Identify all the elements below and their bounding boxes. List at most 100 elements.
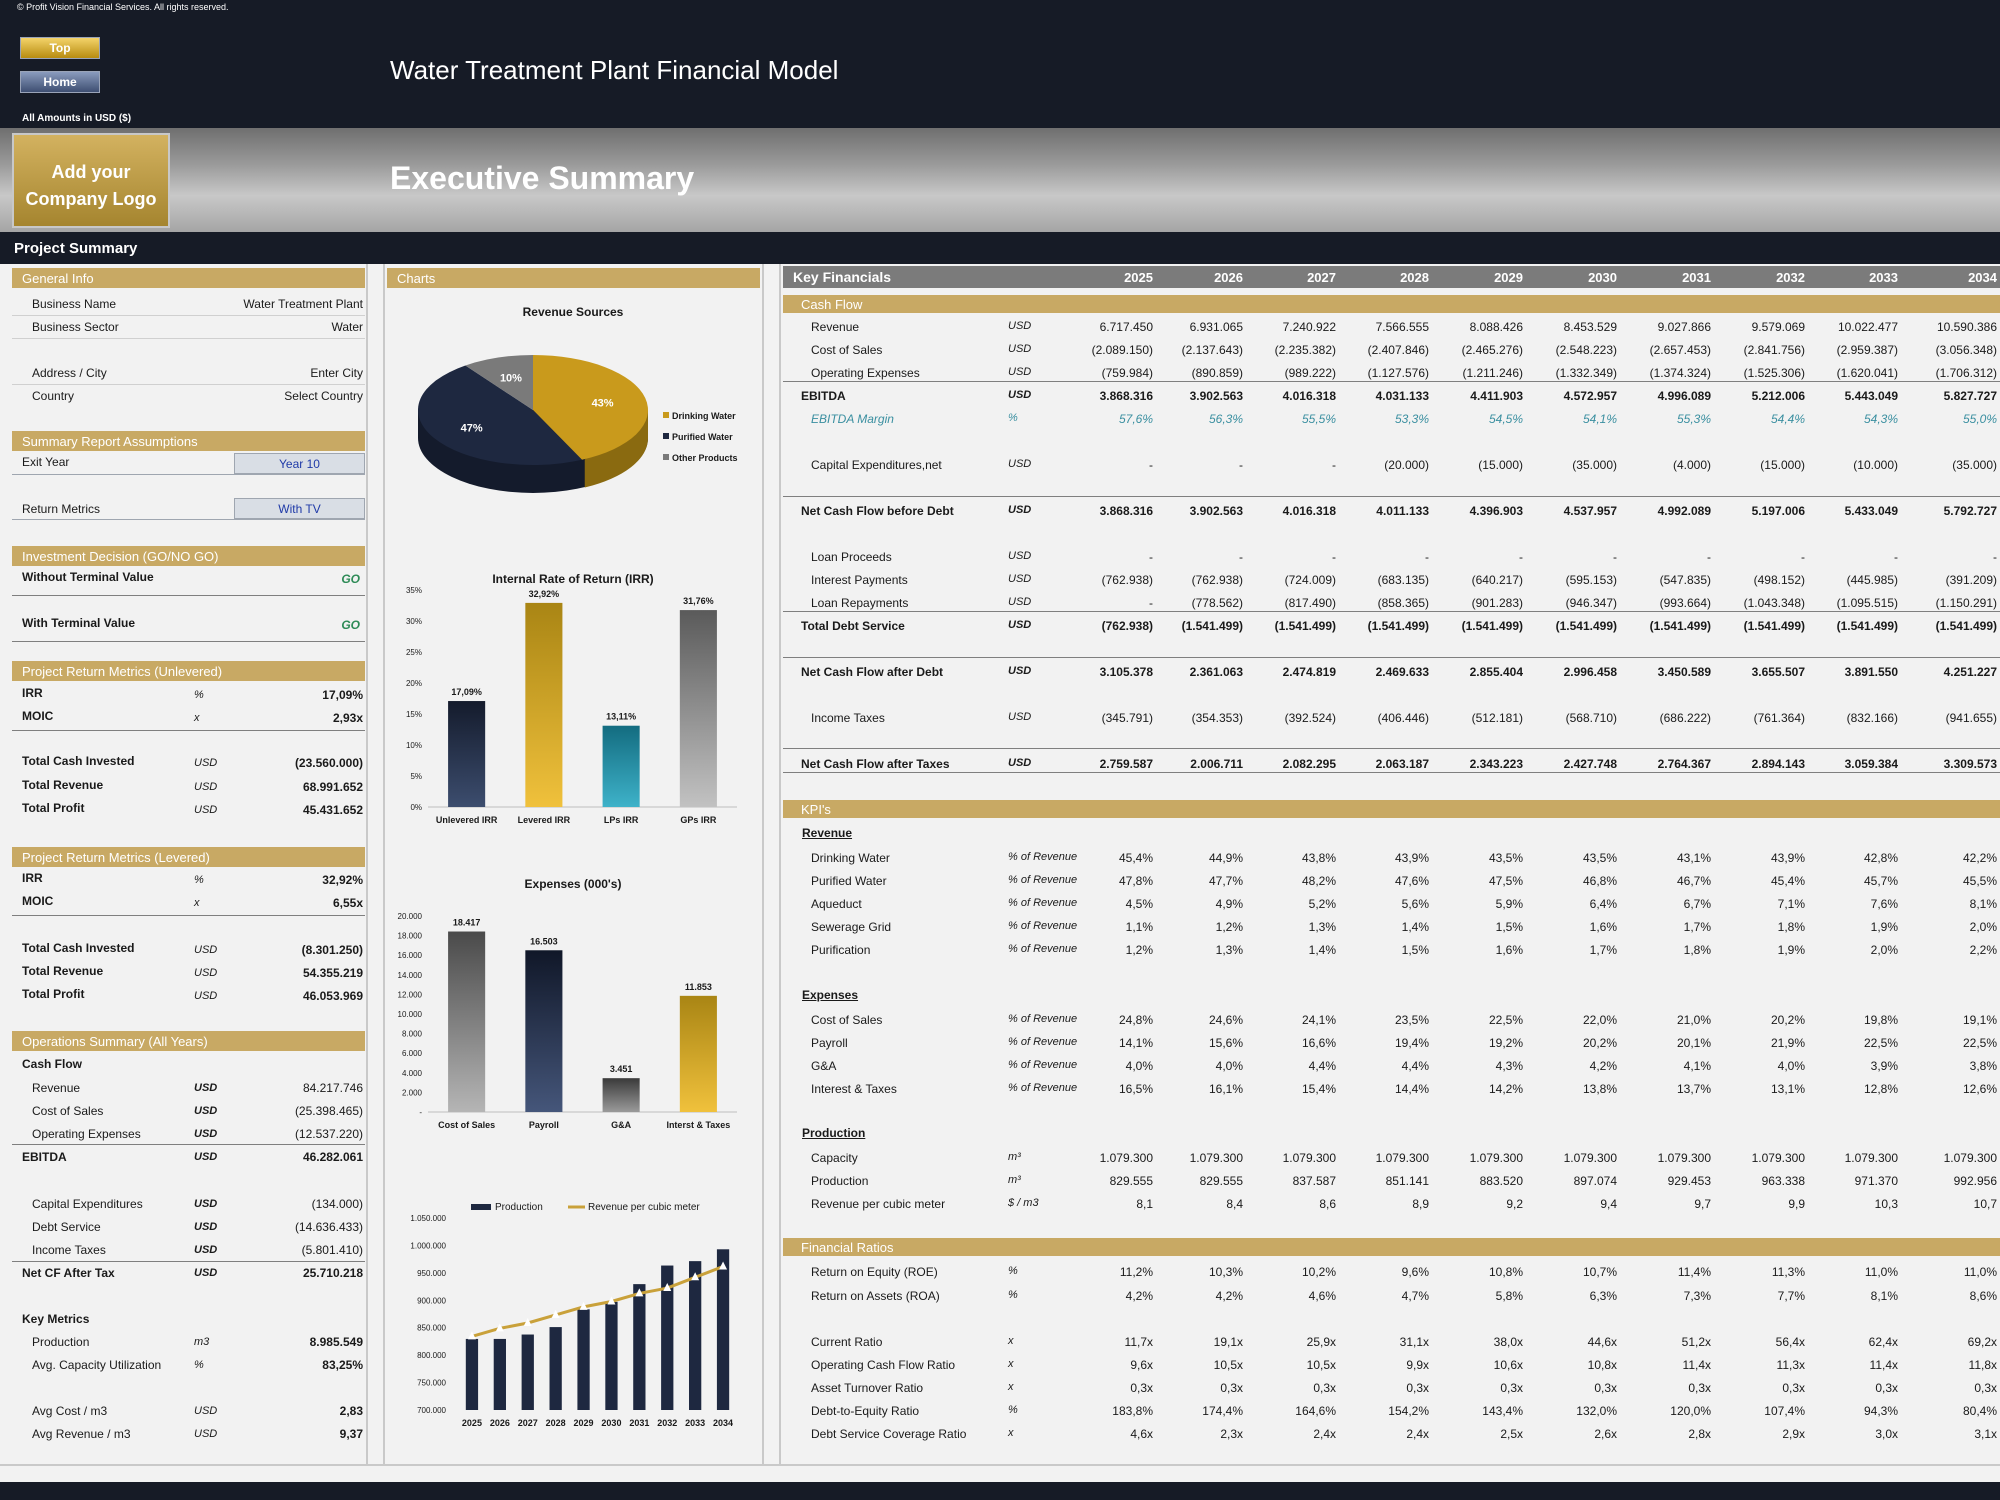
legend-swatch	[663, 433, 669, 439]
row-unit: % of Revenue	[1008, 920, 1078, 932]
row-value: 4.016.318	[1282, 504, 1336, 518]
row-value: 3.902.563	[1189, 504, 1243, 518]
row-value: 2.082.295	[1282, 757, 1336, 771]
row-value: 3,9%	[1870, 1059, 1898, 1073]
metric-label: MOIC	[22, 709, 54, 723]
financial-row: Net Cash Flow before Debt USD 3.868.316 3.9…	[783, 501, 2000, 521]
top-button[interactable]: Top	[20, 37, 100, 59]
row-value: 4,4%	[1401, 1059, 1429, 1073]
row-value: 31,1x	[1399, 1335, 1429, 1349]
row-value: 19,8%	[1863, 1013, 1898, 1027]
row-unit: USD	[1008, 757, 1032, 769]
general-info-header: General Info	[12, 268, 365, 288]
row-value: 992.956	[1953, 1174, 1997, 1188]
row-value: -	[1149, 550, 1153, 564]
x-tick-label: 2027	[518, 1418, 538, 1428]
row-value: (2.959.387)	[1836, 343, 1898, 357]
row-value: 4.031.133	[1375, 389, 1429, 403]
row-label: Cost of Sales	[811, 343, 883, 357]
expenses-bar	[525, 950, 563, 1112]
row-value: (2.235.382)	[1274, 343, 1336, 357]
row-value: 23,5%	[1394, 1013, 1429, 1027]
row-label: Sewerage Grid	[811, 920, 892, 934]
row-value: 3,8%	[1969, 1059, 1997, 1073]
bar-data-label: 32,92%	[529, 589, 560, 599]
go-indicator: GO	[341, 572, 360, 586]
row-label: EBITDA Margin	[811, 412, 894, 426]
financial-row: Drinking Water % of Revenue 45,4% 44,9% 43,8…	[783, 848, 2000, 868]
home-button[interactable]: Home	[20, 71, 100, 93]
row-value: 10,7	[1973, 1197, 1997, 1211]
row-value: 55,3%	[1676, 412, 1711, 426]
row-value: 94,3%	[1863, 1404, 1898, 1418]
year-header: 2030	[1588, 270, 1617, 285]
metric-value: 46.053.969	[302, 989, 363, 1003]
row-value: 6,7%	[1683, 897, 1711, 911]
operations-unit: USD	[194, 1198, 218, 1210]
row-value: 6,3%	[1589, 1289, 1617, 1303]
row-label: Return on Assets (ROA)	[811, 1289, 940, 1303]
row-value: (993.664)	[1659, 596, 1711, 610]
exit-year-input[interactable]: Year 10	[234, 453, 365, 474]
row-value: (1.541.499)	[1935, 619, 1997, 633]
row-value: (724.009)	[1284, 573, 1336, 587]
key-metric-unit: m3	[194, 1336, 210, 1348]
production-bar	[549, 1327, 562, 1410]
production-bar	[716, 1249, 730, 1410]
row-unit: USD	[1008, 596, 1032, 608]
y-tick-label: 10.000	[398, 1010, 423, 1019]
row-label: Revenue per cubic meter	[811, 1197, 946, 1211]
row-value: 43,5%	[1488, 851, 1523, 865]
row-value: 9.027.866	[1657, 320, 1711, 334]
production-bar	[661, 1265, 674, 1410]
row-value: 55,0%	[1962, 412, 1997, 426]
operations-label: Income Taxes	[32, 1243, 106, 1257]
company-logo-placeholder[interactable]: Add your Company Logo	[12, 133, 170, 228]
row-value: 9,2	[1506, 1197, 1523, 1211]
row-label: Net Cash Flow after Taxes	[801, 757, 950, 771]
row-value: 11,3x	[1776, 1358, 1805, 1372]
financial-row: Cost of Sales % of Revenue 24,8% 24,6% 24,1%…	[783, 1010, 2000, 1030]
row-label: Current Ratio	[811, 1335, 883, 1349]
row-value: 5.792.727	[1943, 504, 1997, 518]
x-tick-label: 2030	[601, 1418, 621, 1428]
row-value: 1,8%	[1683, 943, 1711, 957]
row-value: 829.555	[1109, 1174, 1153, 1188]
row-value: (890.859)	[1191, 366, 1243, 380]
row-value: 5.443.049	[1844, 389, 1898, 403]
row-unit: % of Revenue	[1008, 1036, 1078, 1048]
y-tick-label: 950.000	[417, 1269, 446, 1278]
row-unit: %	[1008, 1404, 1018, 1416]
investment-decision-header: Investment Decision (GO/NO GO)	[12, 546, 365, 566]
financial-row: Return on Assets (ROA)% 4,2% 4,2% 4,6% 4,7% 5…	[783, 1286, 2000, 1306]
row-unit: %	[1008, 1289, 1018, 1301]
operations-unit: USD	[194, 1244, 218, 1256]
row-value: 42,8%	[1863, 851, 1898, 865]
row-value: 3.902.563	[1189, 389, 1243, 403]
return-metrics-input[interactable]: With TV	[234, 498, 365, 519]
y-tick-label: 14.000	[398, 971, 423, 980]
row-value: (1.541.499)	[1555, 619, 1617, 633]
revenue-per-m3-marker	[719, 1261, 728, 1270]
row-value: 9,6x	[1130, 1358, 1153, 1372]
row-value: 5.433.049	[1844, 504, 1898, 518]
y-tick-label: 20%	[406, 679, 422, 688]
row-value: 43,1%	[1676, 851, 1711, 865]
row-value: 2.361.063	[1189, 665, 1243, 679]
row-value: 54,4%	[1770, 412, 1805, 426]
row-value: (1.541.499)	[1274, 619, 1336, 633]
row-value: 11,4x	[1869, 1358, 1898, 1372]
row-value: 0,3x	[1974, 1381, 1997, 1395]
row-value: 44,6x	[1587, 1335, 1617, 1349]
row-value: 1,5%	[1495, 920, 1523, 934]
year-header: 2027	[1307, 270, 1336, 285]
y-tick-label: 25%	[406, 648, 422, 657]
row-label: Drinking Water	[811, 851, 890, 865]
row-value: 1,4%	[1401, 920, 1429, 934]
pie-slice	[465, 355, 533, 410]
legend-swatch	[663, 454, 669, 460]
row-value: (1.127.576)	[1367, 366, 1429, 380]
row-unit: USD	[1008, 619, 1032, 631]
pie-slice	[418, 365, 582, 465]
row-value: 45,5%	[1962, 874, 1997, 888]
